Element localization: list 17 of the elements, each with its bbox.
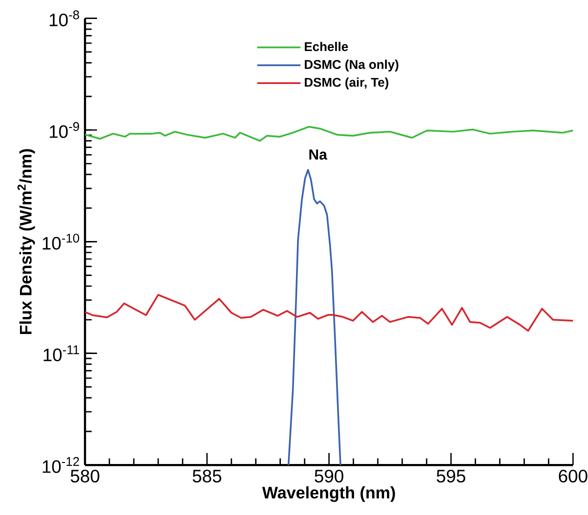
y-tick-label: 10$^{-10}$	[42, 234, 80, 250]
y-tick-label: 10$^{-8}$	[50, 10, 80, 26]
legend-label: Echelle	[304, 42, 348, 52]
x-axis-title: Wavelength (nm)	[262, 486, 395, 502]
legend-label: DSMC (air, Te)	[304, 78, 388, 90]
x-tick-label: 600	[558, 470, 588, 482]
y-tick-label: 10$^{-9}$	[50, 122, 80, 138]
line-series	[85, 126, 574, 142]
y-tick-label: 10$^{-11}$	[44, 345, 80, 362]
annotation: Na	[309, 149, 328, 160]
x-tick-label: 585	[192, 470, 222, 482]
line-series	[85, 294, 574, 332]
x-tick-label: 595	[436, 470, 466, 482]
y-axis-title: Flux Density (W/m$^{2}$/nm)	[17, 149, 35, 334]
line-series	[288, 168, 342, 466]
x-tick-label: 590	[314, 470, 344, 482]
legend-label: DSMC (Na only)	[304, 60, 398, 72]
